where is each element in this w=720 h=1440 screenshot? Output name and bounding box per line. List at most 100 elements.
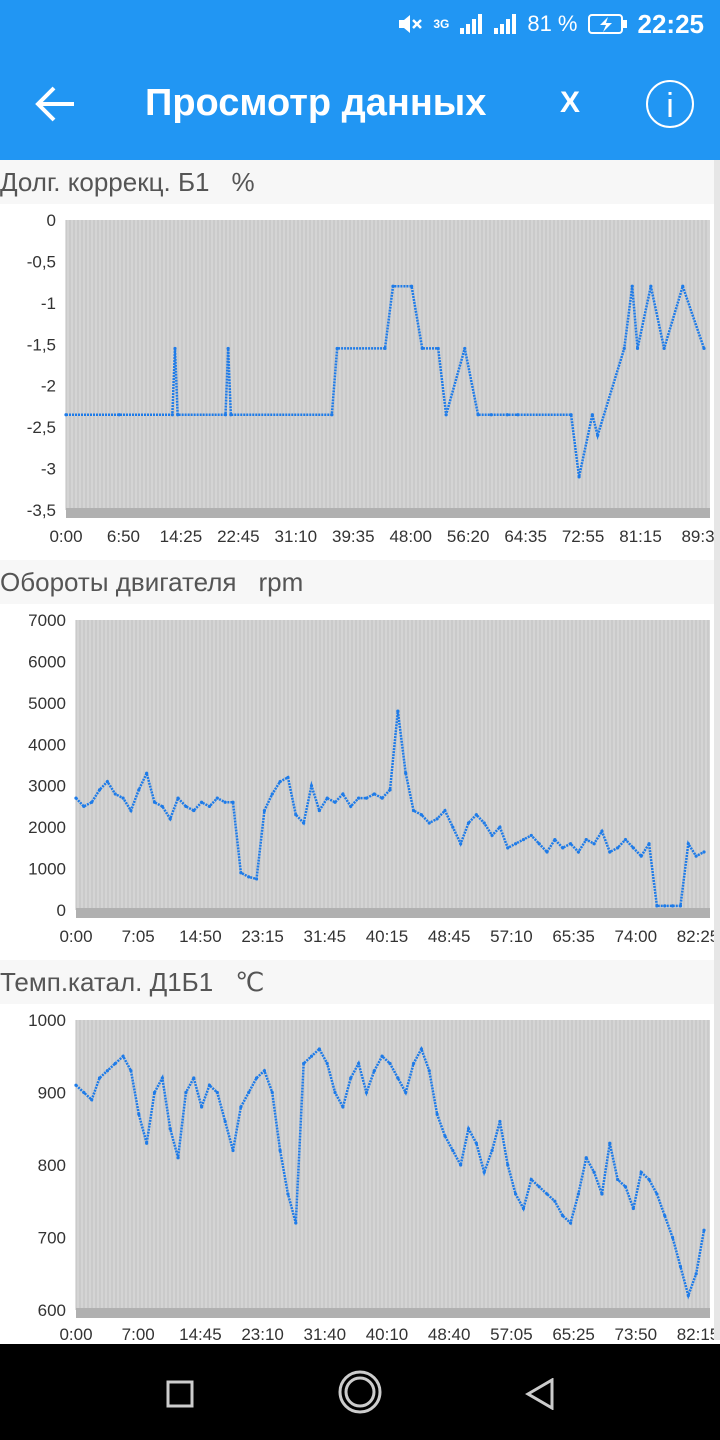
x-tick-label: 40:10 xyxy=(366,1325,409,1344)
data-point xyxy=(631,1206,635,1211)
data-point xyxy=(192,1076,196,1080)
data-point xyxy=(168,1127,172,1131)
data-point xyxy=(383,346,387,351)
data-point xyxy=(380,796,384,800)
data-point xyxy=(435,1112,439,1116)
chart-engine-rpm: 7000 6000 5000 4000 3000 2000 1000 0 0:00 7:05 14:… xyxy=(28,611,714,946)
y-tick-label: 5000 xyxy=(28,694,66,713)
data-point xyxy=(482,1170,486,1174)
data-point xyxy=(489,413,493,417)
x-axis-bar xyxy=(76,1308,710,1318)
charts-scroll-area[interactable]: Долг. коррекц. Б1% 0 -0,5 -1 -1,5 -2 -2,5 -3 -3… xyxy=(0,160,714,1344)
data-point xyxy=(466,821,471,825)
home-icon[interactable] xyxy=(336,1368,384,1416)
close-button[interactable]: X xyxy=(560,86,581,119)
data-point xyxy=(254,877,259,881)
data-point xyxy=(451,1148,455,1153)
data-point xyxy=(105,1069,109,1073)
data-point xyxy=(309,1054,314,1058)
data-point xyxy=(419,1047,423,1051)
data-point xyxy=(229,413,233,417)
data-point xyxy=(671,1235,675,1240)
x-axis-bar xyxy=(76,908,710,918)
data-point xyxy=(302,1061,306,1066)
info-button[interactable]: i xyxy=(646,80,694,128)
data-point xyxy=(635,346,640,351)
x-tick-label: 0:00 xyxy=(49,527,82,546)
scrollbar[interactable] xyxy=(714,160,720,1340)
data-point xyxy=(569,413,573,417)
data-point xyxy=(681,284,685,288)
data-point xyxy=(436,346,440,351)
data-point xyxy=(173,346,177,351)
data-point xyxy=(474,1141,478,1145)
data-point xyxy=(380,1054,384,1058)
data-point xyxy=(262,808,266,813)
chart-3-title: Темп.катал. Д1Б1 xyxy=(0,967,214,997)
data-point xyxy=(521,837,526,842)
data-point xyxy=(514,842,518,846)
data-point xyxy=(325,796,329,800)
data-point xyxy=(702,1228,706,1232)
data-point xyxy=(317,808,321,813)
data-point xyxy=(631,846,635,850)
data-point xyxy=(662,346,666,351)
x-tick-label: 14:25 xyxy=(160,527,203,546)
chart-2-header: Обороты двигателя rpm xyxy=(0,560,714,604)
data-point xyxy=(330,413,334,417)
chart-2-title: Обороты двигателя xyxy=(0,567,237,597)
recent-apps-icon[interactable] xyxy=(166,1380,194,1408)
data-point xyxy=(576,850,581,854)
data-point xyxy=(702,346,706,351)
y-tick-label: -2 xyxy=(41,377,56,396)
y-tick-label: 6000 xyxy=(28,652,66,671)
data-point xyxy=(592,1170,596,1174)
data-point xyxy=(553,837,557,842)
data-point xyxy=(97,1076,102,1080)
data-point xyxy=(521,1206,526,1211)
status-bar: 3G 81 % 22:25 xyxy=(0,0,720,48)
data-point xyxy=(466,1127,471,1131)
chart-long-term-fuel-trim: 0 -0,5 -1 -1,5 -2 -2,5 -3 -3,5 0:00 6:50 14:25 22:4… xyxy=(27,211,714,546)
data-point xyxy=(655,1192,659,1196)
back-arrow-icon[interactable] xyxy=(30,78,82,130)
data-point xyxy=(302,821,306,825)
data-point xyxy=(160,804,164,809)
data-point xyxy=(576,1192,581,1196)
data-point xyxy=(411,1061,416,1066)
data-point xyxy=(482,821,486,825)
x-tick-label: 82:25 xyxy=(677,927,714,946)
data-point xyxy=(207,1083,212,1087)
data-point xyxy=(168,817,172,821)
data-point xyxy=(498,825,502,829)
x-tick-label: 74:00 xyxy=(615,927,658,946)
data-point xyxy=(121,796,125,800)
data-point xyxy=(608,850,612,854)
battery-percent: 81 % xyxy=(527,11,578,36)
x-tick-label: 48:00 xyxy=(389,527,432,546)
data-point xyxy=(372,1069,376,1073)
data-point xyxy=(671,904,675,908)
data-point xyxy=(596,433,600,438)
data-point xyxy=(623,837,628,842)
data-point xyxy=(278,1148,282,1153)
y-tick-label: 700 xyxy=(38,1229,66,1248)
data-point xyxy=(568,842,573,846)
data-point xyxy=(388,1061,392,1066)
x-tick-label: 22:45 xyxy=(217,527,260,546)
data-point xyxy=(427,1069,431,1073)
data-point xyxy=(529,833,533,838)
back-nav-icon[interactable] xyxy=(524,1378,556,1410)
chart-1-unit: % xyxy=(231,167,255,197)
x-tick-label: 64:35 xyxy=(504,527,547,546)
data-point xyxy=(152,1090,157,1095)
x-tick-label: 40:15 xyxy=(366,927,409,946)
data-point xyxy=(200,1105,204,1109)
data-point xyxy=(505,413,509,417)
x-tick-label: 7:05 xyxy=(122,927,155,946)
data-point xyxy=(113,792,117,796)
x-tick-label: 31:10 xyxy=(275,527,318,546)
data-point xyxy=(333,800,337,804)
data-point xyxy=(372,792,376,796)
data-point xyxy=(686,1293,690,1298)
